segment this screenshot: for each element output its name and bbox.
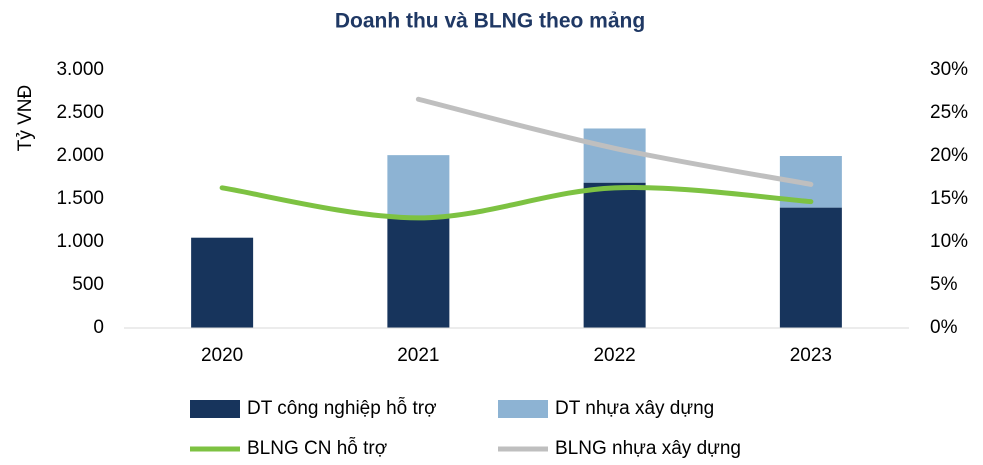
x-tick-label: 2020 [201, 345, 243, 366]
bar [387, 217, 450, 328]
y2-tick-label: 10% [930, 231, 968, 252]
y2-tick-label: 5% [930, 274, 958, 295]
legend-swatch [190, 400, 240, 418]
bar [779, 207, 842, 328]
y2-tick-label: 0% [930, 317, 958, 338]
y-tick-label: 3.000 [56, 59, 104, 80]
y2-tick-label: 20% [930, 145, 968, 166]
x-tick-label: 2023 [790, 345, 832, 366]
bar [191, 237, 254, 328]
legend-label: DT công nghiệp hỗ trợ [247, 397, 437, 419]
x-tick-label: 2022 [593, 345, 635, 366]
legend-label: DT nhựa xây dựng [555, 398, 714, 419]
bar [583, 182, 646, 328]
y-axis-label: Tỷ VNĐ [15, 85, 36, 152]
y-tick-label: 2.500 [56, 102, 104, 123]
line [415, 96, 814, 187]
legend-label: BLNG nhựa xây dựng [555, 438, 741, 459]
legend-label: BLNG CN hỗ trợ [247, 437, 387, 459]
y2-tick-label: 30% [930, 59, 968, 80]
bar [387, 155, 450, 218]
bar [583, 128, 646, 183]
y-tick-label: 500 [72, 274, 104, 295]
y2-tick-label: 25% [930, 102, 968, 123]
line [219, 184, 814, 221]
y-tick-label: 2.000 [56, 145, 104, 166]
x-tick-label: 2021 [397, 345, 439, 366]
chart-title: Doanh thu và BLNG theo mảng [335, 10, 645, 33]
y-tick-label: 0 [93, 317, 104, 338]
y-tick-label: 1.000 [56, 231, 104, 252]
y-tick-label: 1.500 [56, 188, 104, 209]
legend-swatch [498, 400, 548, 418]
y2-tick-label: 15% [930, 188, 968, 209]
